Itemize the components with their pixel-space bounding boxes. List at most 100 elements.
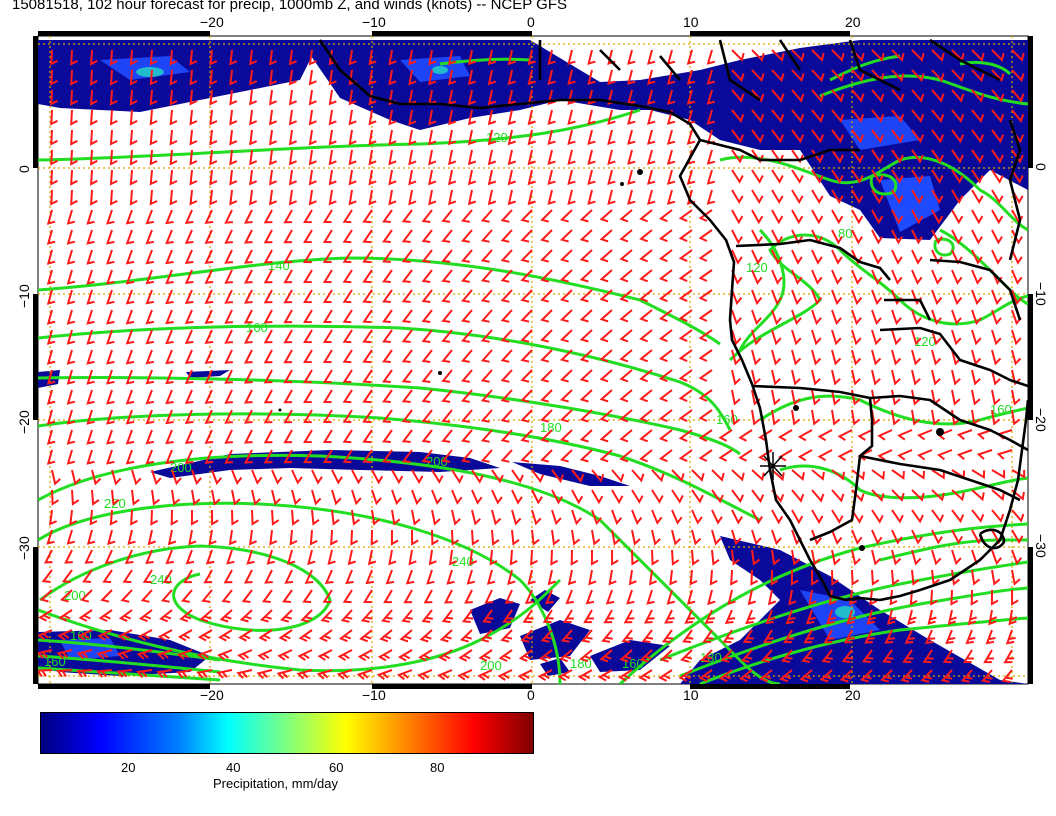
wind-barb — [263, 429, 273, 444]
wind-barb — [585, 589, 595, 605]
wind-barb — [149, 149, 158, 166]
wind-barb — [851, 329, 862, 346]
wind-barb — [1005, 629, 1016, 645]
wind-barb — [891, 69, 905, 83]
wind-barb — [698, 269, 713, 282]
wind-barb — [976, 429, 993, 440]
wind-barb — [971, 169, 984, 184]
wind-barb — [390, 529, 399, 546]
wind-barb — [165, 369, 174, 385]
wind-barb — [967, 609, 978, 626]
wind-barb — [46, 429, 56, 445]
wind-barb — [318, 629, 333, 643]
wind-barb — [411, 469, 424, 485]
wind-barb — [283, 309, 293, 324]
wind-barb — [686, 169, 696, 185]
wind-barb — [911, 149, 924, 164]
wind-barb — [791, 409, 801, 426]
wind-barb — [264, 569, 273, 584]
wind-barb — [382, 389, 393, 403]
wind-barb — [76, 669, 93, 678]
wind-barb — [711, 509, 723, 525]
wind-barb — [322, 449, 333, 464]
wind-barb — [791, 49, 805, 62]
wind-barb — [791, 309, 802, 326]
wind-barb — [851, 369, 861, 386]
wind-barb — [447, 149, 457, 166]
wind-barb — [362, 269, 373, 284]
wind-barb — [911, 69, 925, 83]
wind-barb — [441, 449, 453, 463]
wind-barb — [678, 329, 693, 343]
wind-barb — [666, 589, 676, 605]
wind-barb — [631, 529, 641, 546]
wind-barb — [129, 69, 138, 86]
wind-barb — [619, 209, 633, 223]
wind-barb — [791, 249, 803, 265]
wind-barb — [751, 249, 763, 265]
wind-barb — [268, 169, 277, 186]
wind-barb — [337, 649, 353, 662]
wind-barb — [698, 369, 713, 382]
wind-barb — [507, 149, 517, 166]
wind-barb — [831, 469, 845, 481]
wind-barb — [831, 229, 843, 245]
wind-barb — [831, 89, 845, 103]
wind-barb — [382, 309, 393, 323]
wind-barb — [291, 469, 303, 485]
wind-barb — [156, 649, 173, 660]
wind-barb — [471, 489, 483, 505]
wind-barb — [170, 509, 179, 526]
wind-barb — [931, 409, 941, 426]
svg-text:−20: −20 — [1033, 408, 1049, 432]
wind-barb — [971, 329, 982, 346]
wind-barb — [891, 349, 902, 366]
wind-barb — [169, 189, 178, 206]
wind-barb — [891, 489, 905, 502]
wind-barb — [331, 489, 342, 506]
wind-barb — [478, 649, 493, 662]
wind-barb — [1003, 649, 1015, 664]
wind-barb — [150, 509, 159, 526]
wind-barb — [651, 509, 663, 525]
wind-barb — [461, 369, 473, 383]
wind-barb — [165, 309, 174, 325]
wind-barb — [421, 289, 433, 303]
wind-barb — [884, 629, 895, 644]
wind-barb — [351, 469, 364, 485]
wind-barb — [911, 569, 920, 586]
wind-barb — [46, 349, 56, 365]
wind-barb — [261, 589, 273, 603]
wind-barb — [678, 229, 693, 243]
wind-barb — [46, 529, 55, 545]
wind-barb — [289, 529, 298, 546]
wind-barb — [559, 389, 573, 403]
wind-barb — [951, 129, 965, 144]
wind-barb — [671, 489, 684, 504]
wind-barb — [686, 129, 696, 145]
wind-barb — [658, 249, 673, 263]
wind-barb — [336, 669, 353, 680]
wind-barb — [891, 369, 901, 386]
wind-barb — [678, 309, 693, 323]
wind-barb — [738, 449, 753, 462]
wind-barb — [89, 169, 98, 186]
wind-barb — [342, 389, 353, 404]
wind-barb — [805, 609, 816, 625]
wind-barb — [487, 149, 497, 166]
wind-barb — [1011, 149, 1024, 164]
wind-barb — [458, 649, 473, 662]
wind-barb — [125, 229, 135, 245]
lon-ticks-top: −20 −10 0 10 20 — [200, 14, 861, 30]
wind-barb — [771, 269, 783, 285]
wind-barb — [461, 269, 473, 283]
wind-barb — [951, 89, 965, 103]
wind-barb — [61, 569, 73, 583]
wind-barb — [731, 49, 745, 62]
wind-barb — [678, 209, 693, 223]
wind-barb — [238, 629, 253, 642]
wind-barb — [441, 249, 453, 263]
wind-barb — [611, 509, 623, 526]
wind-barb — [666, 49, 676, 65]
wind-barb — [441, 349, 453, 363]
